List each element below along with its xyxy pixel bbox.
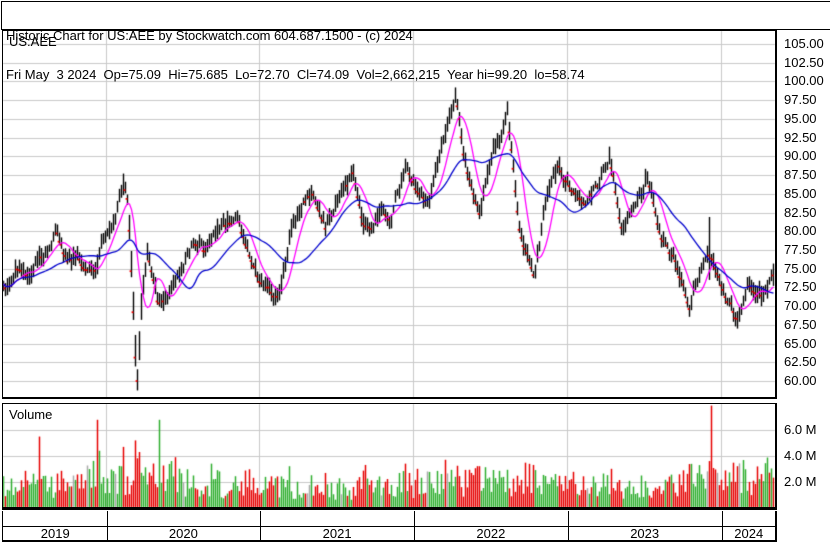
- price-tick-label: 67.50: [784, 317, 817, 332]
- volume-tick-label: 2.0 M: [784, 474, 817, 489]
- price-tick-label: 75.00: [784, 261, 817, 276]
- year-axis: 2019 2020 2021 2022 2023 2024: [2, 511, 777, 542]
- year-axis-line: [3, 526, 775, 527]
- price-tick-label: 85.00: [784, 186, 817, 201]
- price-tick-label: 95.00: [784, 111, 817, 126]
- volume-tick-label: 4.0 M: [784, 448, 817, 463]
- chart-title: Historic Chart for US:AEE by Stockwatch.…: [6, 28, 413, 43]
- year-divider: [568, 511, 569, 540]
- price-tick-label: 65.00: [784, 336, 817, 351]
- price-tick-label: 72.50: [784, 279, 817, 294]
- year-label: 2021: [322, 526, 352, 541]
- year-divider: [722, 511, 723, 540]
- year-label: 2024: [734, 526, 764, 541]
- price-tick-label: 70.00: [784, 298, 817, 313]
- year-label: 2020: [168, 526, 198, 541]
- price-tick-label: 105.00: [784, 36, 824, 51]
- year-divider: [260, 511, 261, 540]
- symbol-label: US:AEE: [9, 34, 57, 49]
- price-tick-label: 92.50: [784, 130, 817, 145]
- price-tick-label: 77.50: [784, 242, 817, 257]
- chart-header: Historic Chart for US:AEE by Stockwatch.…: [1, 1, 830, 81]
- year-label: 2019: [40, 526, 70, 541]
- year-label: 2022: [476, 526, 506, 541]
- quote-line: Fri May 3 2024 Op=75.09 Hi=75.685 Lo=72.…: [6, 67, 585, 82]
- year-divider: [107, 511, 108, 540]
- price-tick-label: 100.00: [784, 73, 824, 88]
- year-divider: [414, 511, 415, 540]
- price-tick-label: 102.50: [784, 55, 824, 70]
- volume-panel-label: Volume: [9, 407, 53, 422]
- volume-tick-label: 6.0 M: [784, 422, 817, 437]
- price-tick-label: 60.00: [784, 373, 817, 388]
- price-tick-label: 87.50: [784, 167, 817, 182]
- price-tick-label: 80.00: [784, 223, 817, 238]
- price-tick-label: 90.00: [784, 148, 817, 163]
- price-tick-label: 62.50: [784, 354, 817, 369]
- price-tick-label: 82.50: [784, 205, 817, 220]
- year-label: 2023: [630, 526, 660, 541]
- price-tick-label: 97.50: [784, 92, 817, 107]
